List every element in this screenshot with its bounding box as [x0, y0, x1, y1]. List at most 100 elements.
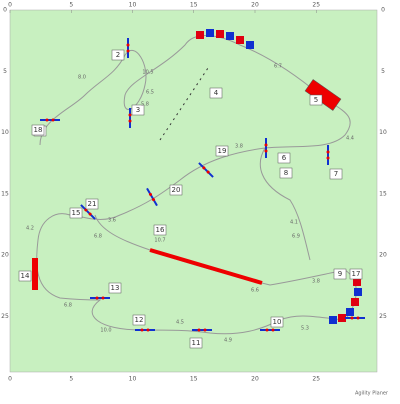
- x-tick-label: 5: [69, 376, 73, 383]
- tunnel-segment: [246, 41, 254, 49]
- tunnel-segment: [196, 31, 204, 39]
- obstacle-number: 17: [352, 270, 361, 278]
- number-box: [153, 224, 167, 236]
- distance-label: 6.7: [274, 64, 282, 70]
- distance-label: 5.3: [301, 326, 309, 332]
- number-box: [270, 316, 284, 328]
- obstacle-number: 7: [334, 170, 338, 178]
- jump-part: [45, 118, 49, 122]
- distance-label: 4.5: [176, 320, 184, 326]
- y-tick-label: 5: [3, 68, 7, 75]
- number-box: [132, 314, 146, 326]
- jump: [260, 328, 280, 332]
- number-box: [279, 167, 293, 179]
- obstacle-number: 20: [172, 186, 181, 194]
- jump-part: [126, 49, 130, 53]
- distance-label: 6.5: [146, 90, 154, 96]
- jump-part: [152, 198, 155, 202]
- obstacle-number: 2: [116, 51, 120, 59]
- x-tick-label: 15: [190, 376, 198, 383]
- jump-part: [80, 204, 96, 220]
- jump-part: [198, 162, 214, 178]
- jump-part: [202, 166, 206, 170]
- x-tick-label: 0: [8, 376, 12, 383]
- distance-label: 10.0: [100, 328, 111, 334]
- jump-part: [88, 212, 92, 216]
- obstacle-number: 12: [135, 316, 144, 324]
- number-box: [85, 198, 99, 210]
- tunnel-segment: [216, 30, 224, 38]
- tunnel-segment: [206, 29, 214, 37]
- distance-label: 4.4: [346, 136, 354, 142]
- distance-label: 6.8: [64, 303, 72, 309]
- distance-label: 6.8: [94, 234, 102, 240]
- jump: [198, 162, 214, 178]
- obstacle-number: 6: [282, 154, 287, 162]
- x-tick-label: 5: [69, 2, 73, 9]
- obstacle-number: 8: [284, 169, 288, 177]
- jump-part: [264, 143, 268, 147]
- jump-part: [350, 316, 354, 320]
- obstacle-number: 5: [314, 96, 318, 104]
- number-box: [309, 94, 323, 106]
- weave-poles: [159, 67, 209, 141]
- jump-part: [326, 156, 330, 160]
- x-tick-label: 20: [251, 376, 259, 383]
- obstacle-number: 11: [192, 339, 201, 347]
- y-tick-label: 25: [1, 313, 9, 320]
- jump-part: [128, 113, 132, 117]
- number-box: [31, 124, 45, 136]
- jump-part: [197, 328, 201, 332]
- y-tick-label: 10: [379, 129, 387, 136]
- x-tick-label: 25: [312, 376, 320, 383]
- y-tick-label: 15: [1, 190, 9, 197]
- distance-label: 4.1: [290, 220, 298, 226]
- obstacle-number: 19: [218, 147, 227, 155]
- number-box: [209, 87, 223, 99]
- number-box: [333, 268, 347, 280]
- x-tick-label: 20: [251, 2, 259, 9]
- obstacle-number: 13: [111, 284, 120, 292]
- tunnel-segment: [338, 314, 346, 322]
- distance-label: 3.6: [108, 218, 116, 224]
- number-box: [277, 152, 291, 164]
- distance-label: 4.9: [224, 338, 232, 344]
- number-box: [69, 207, 83, 219]
- y-tick-label: 15: [379, 190, 387, 197]
- jump: [128, 108, 132, 128]
- obstacle-number: 9: [338, 270, 342, 278]
- tunnel-segment: [354, 288, 362, 296]
- number-box: [111, 49, 125, 61]
- jump-part: [140, 328, 144, 332]
- table: [32, 258, 38, 290]
- jump: [40, 118, 60, 122]
- obstacle-number: 4: [214, 89, 219, 97]
- jump-part: [128, 119, 132, 123]
- tunnel-segment: [346, 308, 354, 316]
- jump-part: [203, 328, 207, 332]
- distance-label: 3.8: [235, 144, 243, 150]
- tunnel-segment: [351, 298, 359, 306]
- tunnel-segment: [329, 316, 337, 324]
- number-box: [131, 104, 145, 116]
- jump: [90, 296, 110, 300]
- jump-part: [356, 316, 360, 320]
- number-box: [329, 168, 343, 180]
- jump-part: [326, 150, 330, 154]
- y-tick-label: 20: [1, 252, 9, 259]
- x-tick-label: 10: [129, 2, 137, 9]
- jump: [126, 38, 130, 58]
- jump: [146, 187, 158, 207]
- obstacle-number: 18: [34, 126, 43, 134]
- jump-part: [149, 192, 152, 196]
- tunnel-segment: [353, 278, 361, 286]
- jump-part: [265, 328, 269, 332]
- tunnel-segment: [226, 32, 234, 40]
- x-tick-label: 15: [190, 2, 198, 9]
- distance-label: 10.7: [154, 238, 165, 244]
- obstacle-number: 21: [88, 200, 97, 208]
- distance-label: 6.6: [251, 288, 259, 294]
- jump-part: [146, 187, 158, 207]
- y-tick-label: 10: [1, 129, 9, 136]
- obstacle-number: 10: [273, 318, 282, 326]
